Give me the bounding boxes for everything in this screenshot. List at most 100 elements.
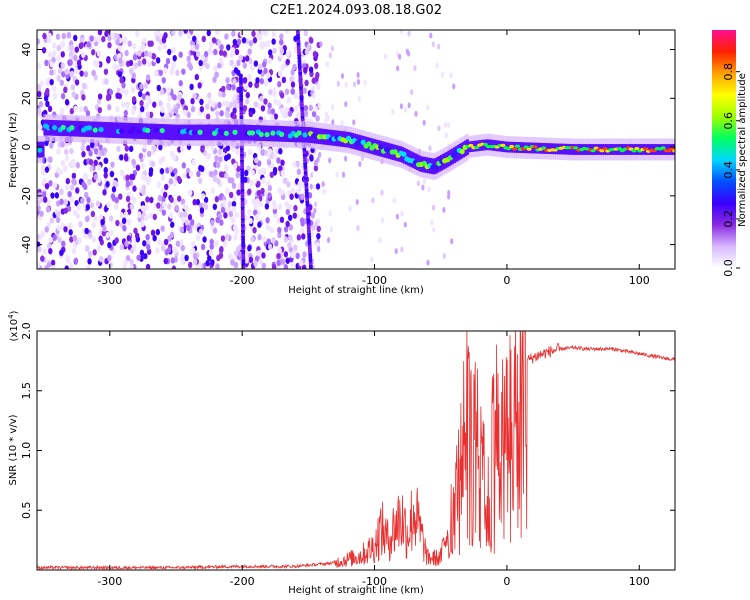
spectrogram-noise-cell — [234, 211, 239, 219]
spectrogram-noise-cell — [191, 247, 196, 254]
spectrogram-noise-cell — [106, 57, 111, 64]
spectrogram-noise-cell — [140, 105, 145, 113]
spectrogram-noise-cell — [117, 45, 123, 52]
spectrogram-noise-cell — [157, 194, 163, 202]
spectrogram-noise-cell — [41, 47, 47, 54]
spectrogram-noise-cell — [236, 69, 241, 76]
spectrogram-noise-cell — [188, 170, 194, 178]
spectrogram-noise-cell — [352, 119, 356, 126]
spectrogram-noise-cell — [162, 43, 167, 50]
spectrogram-noise-cell — [276, 100, 282, 107]
spectrogram-noise-cell — [139, 83, 144, 90]
spectrogram-noise-cell — [40, 230, 45, 237]
spectrogram-noise-cell — [210, 219, 215, 226]
spectrogram-ridge-cell — [401, 151, 407, 157]
spectrogram-noise-cell — [244, 257, 249, 264]
spectrogram-ridge-band — [208, 124, 212, 141]
spectrogram-noise-cell — [37, 90, 42, 98]
spectrogram-noise-cell — [230, 47, 236, 54]
spectrogram-noise-cell — [251, 198, 257, 205]
spectrogram-noise-cell — [145, 111, 150, 118]
spectrogram-noise-cell — [79, 36, 85, 44]
spectrogram-noise-cell — [56, 148, 61, 155]
spectrogram-noise-cell — [105, 94, 111, 102]
spectrogram-noise-cell — [71, 91, 76, 98]
spectrogram-noise-cell — [148, 111, 154, 119]
spectrogram-ridge-cell — [514, 144, 521, 148]
spectrogram-ridge-cell — [506, 146, 512, 151]
spectrogram-ridge-band — [171, 124, 175, 141]
spectrogram-noise-cell — [259, 168, 264, 175]
spectrogram-noise-cell — [285, 257, 290, 264]
spectrogram-noise-cell — [216, 177, 221, 185]
spectrogram-noise-cell — [277, 246, 282, 254]
spectrogram-noise-cell — [182, 203, 187, 210]
spectrogram-noise-cell — [186, 32, 191, 39]
spectrogram-noise-cell — [248, 217, 253, 225]
spectrogram-ridge-band — [165, 124, 169, 140]
spectrogram-noise-cell — [195, 50, 201, 58]
spectrogram-noise-cell — [400, 210, 404, 217]
spectrogram-noise-cell — [86, 41, 91, 48]
spectrogram-noise-cell — [155, 35, 160, 42]
spectrogram-ridge-band — [150, 123, 154, 140]
spectrogram-noise-cell — [328, 210, 332, 217]
spectrogram-noise-cell — [192, 258, 198, 266]
spectrogram-noise-cell — [180, 98, 185, 105]
spectrogram-noise-cell — [209, 170, 214, 178]
spectrogram-noise-cell — [200, 243, 206, 251]
spectrogram-noise-cell — [236, 59, 241, 67]
spectrogram-noise-cell — [395, 50, 400, 57]
spectrogram-noise-cell — [177, 94, 182, 101]
spectrogram-ridge-band — [111, 122, 115, 138]
spectrogram-noise-cell — [53, 92, 58, 100]
spectrogram-noise-cell — [210, 259, 215, 266]
snr-y-tick-label: 0.5 — [20, 502, 33, 520]
spectrogram-noise-cell — [56, 75, 61, 82]
spectrogram-noise-cell — [86, 196, 91, 204]
spectrogram-noise-cell — [250, 235, 255, 243]
spectrogram-noise-cell — [135, 30, 140, 38]
spectrogram-noise-cell — [277, 231, 282, 239]
spectrogram-noise-cell — [124, 88, 129, 96]
spectrogram-noise-cell — [68, 50, 74, 57]
spectrogram-noise-cell — [422, 178, 427, 185]
spectrogram-marks — [37, 30, 675, 269]
spectrogram-noise-cell — [96, 98, 102, 105]
spectrogram-noise-cell — [107, 255, 112, 262]
spectrogram-noise-cell — [238, 54, 243, 61]
spectrogram-noise-cell — [84, 227, 89, 235]
spectrogram-noise-cell — [271, 263, 277, 269]
spectrogram-noise-cell — [63, 86, 68, 94]
spectrogram-noise-cell — [48, 180, 53, 187]
spectrogram-noise-cell — [84, 173, 89, 181]
spectrogram-noise-cell — [199, 207, 205, 214]
spectrogram-noise-cell — [114, 32, 119, 40]
spectrogram-noise-cell — [310, 172, 314, 179]
spectrogram-noise-cell — [348, 205, 352, 212]
spectrogram-noise-cell — [125, 174, 130, 181]
spectrogram-noise-cell — [242, 62, 248, 69]
spectrogram-ridge-cell — [37, 147, 43, 153]
spectrogram-noise-cell — [214, 240, 219, 247]
spectrogram-noise-cell — [200, 146, 205, 153]
spectrogram-noise-cell — [47, 105, 53, 113]
spectrogram-noise-cell — [205, 260, 210, 267]
spectrogram-ridge-cell — [482, 142, 489, 147]
spectrogram-noise-cell — [248, 256, 254, 264]
spectrogram-noise-cell — [83, 71, 89, 78]
spectrogram-noise-cell — [171, 46, 176, 54]
spectrogram-noise-cell — [138, 152, 144, 160]
spectrogram-noise-cell — [266, 159, 272, 166]
spectrogram-x-tick-label: -200 — [230, 274, 255, 287]
spectrogram-noise-cell — [199, 165, 205, 173]
spectrogram-ridge-cell — [232, 129, 238, 135]
spectrogram-noise-cell — [265, 40, 271, 47]
spectrogram-noise-cell — [307, 192, 313, 199]
spectrogram-ridge-band — [134, 123, 138, 139]
spectrogram-noise-cell — [220, 235, 226, 242]
spectrogram-ridge-band — [158, 124, 162, 140]
spectrogram-noise-cell — [138, 90, 143, 98]
spectrogram-ridge-band — [163, 124, 167, 140]
spectrogram-noise-cell — [311, 224, 316, 232]
